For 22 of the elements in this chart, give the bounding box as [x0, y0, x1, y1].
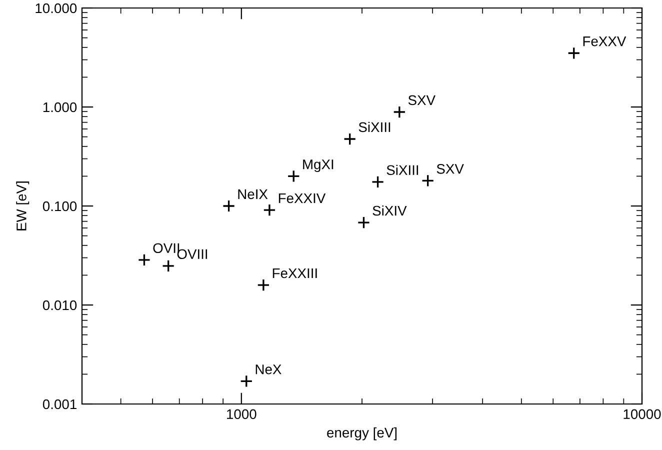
- annotation: FeXXV: [583, 36, 626, 46]
- y-tick-label: 10.000: [36, 3, 77, 14]
- annotation: SiXIII: [358, 122, 390, 132]
- annotation: MgXI: [303, 160, 334, 172]
- annotation: SiXIV: [372, 205, 407, 216]
- x-tick-label: 10000: [624, 409, 661, 420]
- y-axis-title: EW [eV]: [16, 182, 30, 230]
- y-tick-label: 0.010: [42, 300, 77, 310]
- annotation: OVIII: [177, 249, 208, 260]
- y-tick-label: 1.000: [43, 102, 77, 112]
- annotation: SXV: [436, 164, 464, 174]
- x-tick-label: 1000: [227, 409, 256, 420]
- annotation: NeIX: [238, 189, 268, 200]
- annotation: NeX: [256, 364, 282, 374]
- annotation: SXV: [408, 95, 436, 106]
- annotation: FeXXIII: [272, 268, 317, 278]
- annotation: SiXIII: [386, 164, 418, 176]
- annotation: FeXXIV: [278, 193, 326, 204]
- y-tick-label: 0.001: [42, 399, 76, 410]
- y-tick-label: 0.100: [42, 201, 77, 212]
- x-axis-title: energy [eV]: [327, 427, 397, 440]
- annotation: OVII: [153, 243, 180, 254]
